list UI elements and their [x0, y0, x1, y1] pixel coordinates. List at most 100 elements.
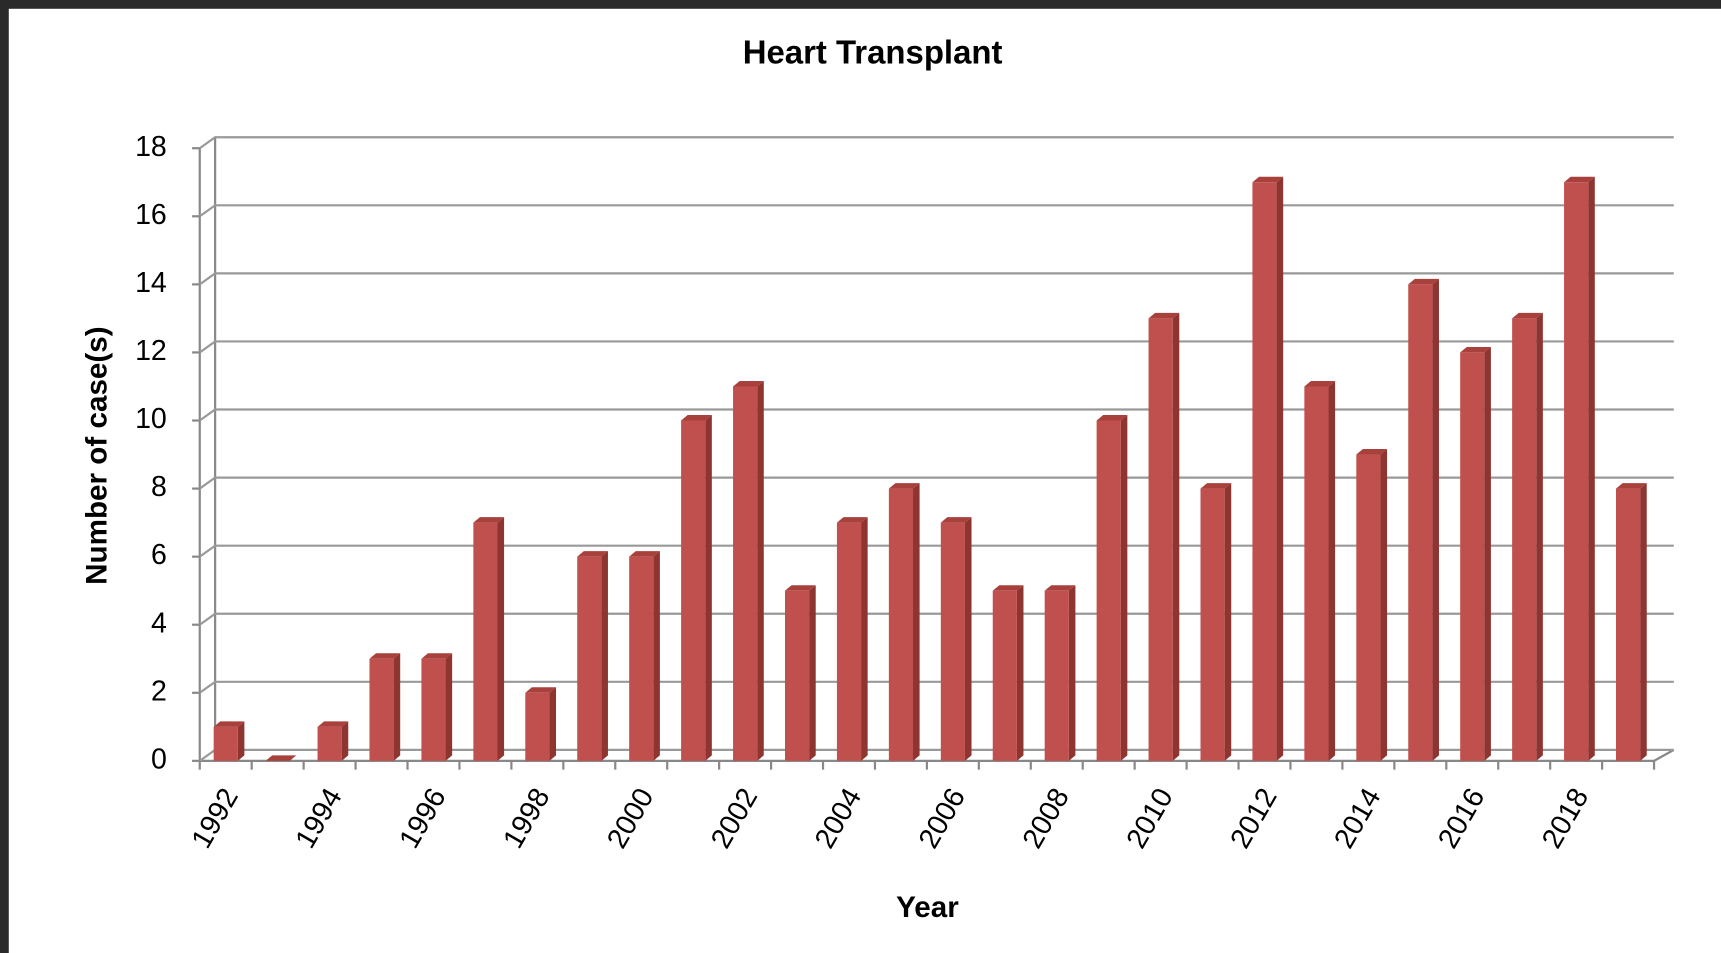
bar-side	[1380, 449, 1388, 761]
bar-side	[757, 380, 764, 761]
bar-side	[445, 653, 453, 761]
bar	[681, 420, 706, 761]
bar-side	[1068, 585, 1076, 761]
bar	[1148, 318, 1173, 761]
bar	[421, 658, 446, 761]
bar-side	[705, 415, 712, 761]
bar-top	[1564, 176, 1595, 183]
bar-top	[992, 585, 1024, 591]
bar	[577, 556, 602, 761]
y-axis-label: Number of case(s)	[81, 326, 114, 585]
grid-line	[199, 136, 1674, 150]
bar-side	[497, 517, 505, 761]
bar-side	[601, 551, 608, 761]
bar-top	[1356, 449, 1388, 455]
bar-side	[1588, 176, 1595, 761]
grid-line	[199, 612, 1674, 626]
bar-top	[265, 755, 297, 761]
grid-line	[199, 544, 1674, 558]
y-tick-label: 12	[135, 335, 167, 367]
bar-side	[653, 551, 660, 761]
bar-side	[1640, 483, 1647, 761]
bar-side	[341, 721, 349, 761]
bar-side	[1536, 312, 1543, 761]
bar-top	[1616, 483, 1647, 489]
y-tick-label: 10	[135, 403, 167, 435]
bar-side	[1016, 585, 1024, 761]
bar-top	[1044, 585, 1076, 591]
bar	[1252, 182, 1277, 761]
bar-side	[393, 653, 401, 761]
y-tick-label: 18	[135, 131, 167, 163]
bar-top	[1200, 483, 1232, 489]
bar-side	[1224, 483, 1232, 761]
bar	[1044, 590, 1069, 761]
bar-side	[237, 721, 245, 761]
bar	[473, 522, 498, 761]
bar-top	[888, 483, 920, 489]
bar-top	[1148, 312, 1180, 319]
bar-side	[861, 517, 868, 761]
bar	[629, 556, 654, 761]
y-tick-label: 16	[135, 199, 167, 231]
bar-top	[473, 517, 505, 523]
bar-side	[1484, 346, 1491, 761]
bar-top	[940, 517, 972, 523]
bar-side	[1276, 176, 1284, 761]
grid-line	[199, 204, 1674, 218]
bar-side	[1432, 278, 1439, 761]
y-tick-label: 6	[151, 539, 167, 571]
bar-top	[1096, 415, 1128, 421]
bar	[1356, 454, 1381, 761]
bar	[836, 522, 862, 761]
bar-top	[1512, 312, 1543, 319]
bar-top	[213, 721, 245, 727]
bar-top	[1460, 346, 1491, 353]
bar	[1200, 488, 1225, 761]
bar	[733, 386, 758, 761]
grid-line	[199, 476, 1674, 490]
bar-top	[369, 653, 401, 659]
bar	[1096, 420, 1121, 761]
bar-top	[421, 653, 453, 659]
bar-top	[784, 585, 816, 591]
bar-top	[525, 687, 557, 693]
bar-side	[1120, 415, 1128, 761]
bar	[525, 692, 550, 761]
bar-top	[577, 551, 608, 557]
bar	[1408, 284, 1433, 761]
bar-top	[1252, 176, 1284, 183]
chart-title: Heart Transplant	[743, 34, 1003, 71]
bar-side	[549, 687, 557, 761]
grid-line	[199, 408, 1674, 422]
bar	[1512, 318, 1537, 761]
bar-top	[733, 380, 764, 387]
bar	[992, 590, 1017, 761]
bar-side	[964, 517, 972, 761]
y-tick-label: 8	[151, 471, 167, 503]
bar	[1564, 182, 1589, 761]
bar	[317, 726, 342, 761]
bar	[784, 590, 810, 761]
bar	[213, 726, 238, 761]
bar	[369, 658, 394, 761]
bar-top	[1408, 278, 1439, 285]
bar	[940, 522, 965, 761]
bar	[1616, 488, 1641, 761]
bar-side	[1172, 312, 1180, 761]
bar-top	[681, 415, 712, 421]
bar	[888, 488, 914, 761]
bar-top	[1304, 380, 1336, 387]
y-tick-label: 2	[151, 675, 167, 707]
y-tick-label: 4	[151, 607, 167, 639]
bar-side	[809, 585, 816, 761]
grid-line	[199, 680, 1674, 694]
bar-top	[836, 517, 868, 523]
bar	[1304, 386, 1329, 761]
y-tick-label: 0	[151, 743, 167, 775]
x-axis-label: Year	[896, 891, 959, 924]
grid-line	[199, 340, 1674, 354]
bar-top	[317, 721, 349, 727]
bar	[1460, 352, 1485, 761]
